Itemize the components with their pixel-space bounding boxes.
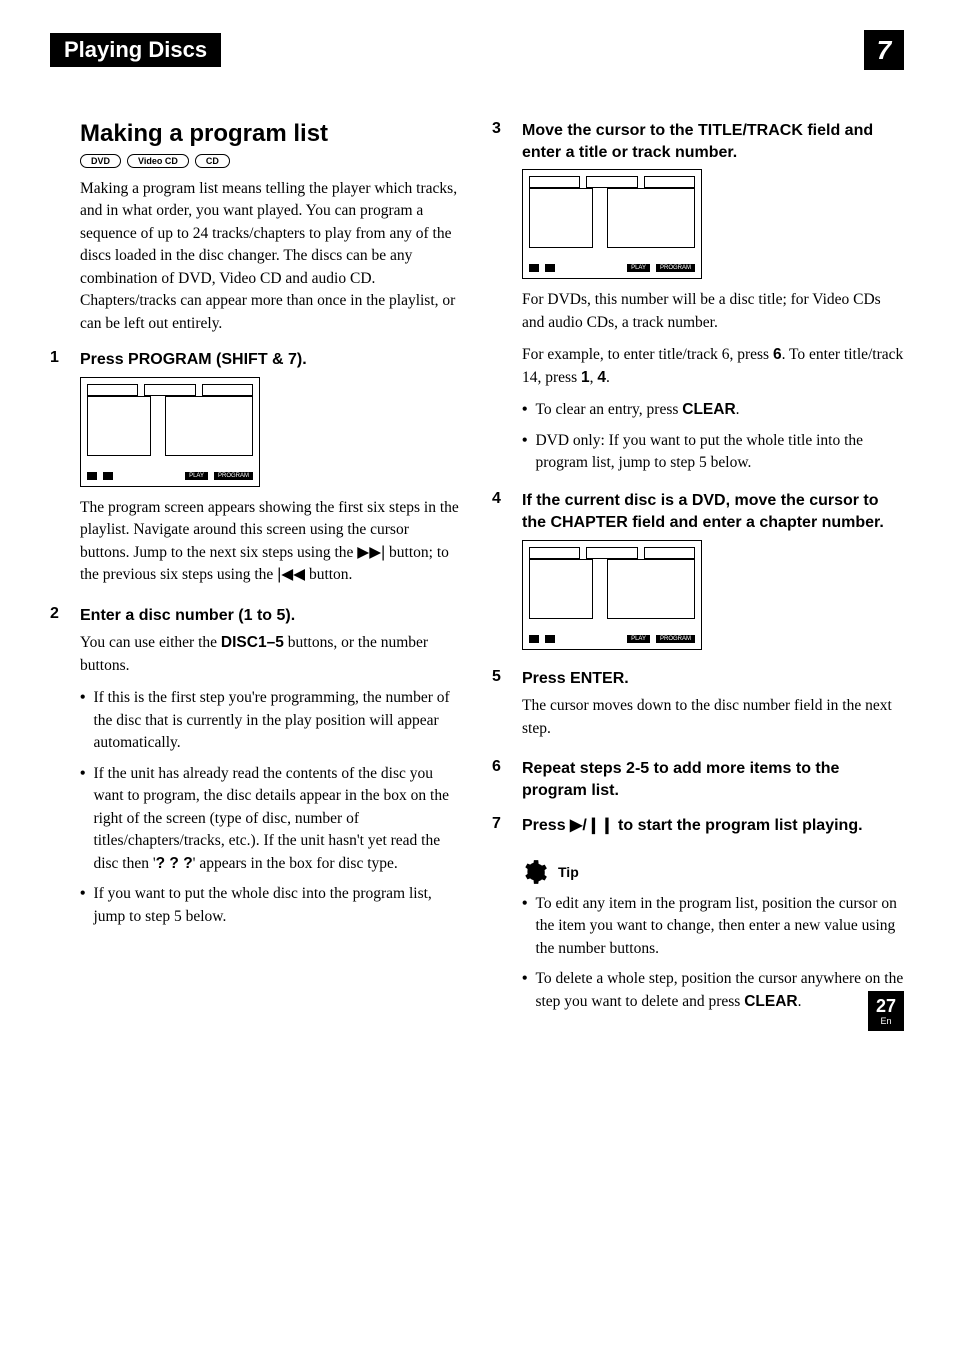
step-number: 4 — [492, 490, 508, 659]
step-number: 6 — [492, 758, 508, 807]
page-lang: En — [880, 1017, 891, 1026]
chapter-number-badge: 7 — [864, 30, 904, 70]
step-3-text-1: For DVDs, this number will be a disc tit… — [522, 289, 904, 334]
step-heading: Move the cursor to the TITLE/TRACK field… — [522, 120, 904, 163]
page-number-badge: 27 En — [868, 991, 904, 1031]
program-screen-diagram: PLAY PROGRAM — [522, 540, 702, 650]
chapter-header: Playing Discs 7 — [50, 30, 904, 70]
step-heading: Repeat steps 2-5 to add more items to th… — [522, 758, 904, 801]
skip-back-icon: |◀◀ — [277, 566, 305, 583]
step-number: 5 — [492, 668, 508, 751]
section-title: Making a program list — [80, 120, 462, 148]
diagram-program-label: PROGRAM — [656, 635, 695, 643]
step-6: 6 Repeat steps 2-5 to add more items to … — [492, 758, 904, 807]
step-heading: Press ENTER. — [522, 668, 904, 690]
tip-bullet: To delete a whole step, position the cur… — [522, 968, 904, 1013]
intro-paragraph: Making a program list means telling the … — [80, 178, 462, 335]
badge-dvd: DVD — [80, 154, 121, 168]
page-number: 27 — [876, 997, 896, 1015]
right-column: 3 Move the cursor to the TITLE/TRACK fie… — [492, 120, 904, 1021]
tip-bullet: To edit any item in the program list, po… — [522, 893, 904, 960]
step-7: 7 Press ▶/❙❙ to start the program list p… — [492, 815, 904, 843]
program-screen-diagram: PLAY PROGRAM — [80, 377, 260, 487]
step-number: 7 — [492, 815, 508, 843]
step-heading: If the current disc is a DVD, move the c… — [522, 490, 904, 533]
diagram-program-label: PROGRAM — [214, 472, 253, 480]
step-3: 3 Move the cursor to the TITLE/TRACK fie… — [492, 120, 904, 482]
step-number: 3 — [492, 120, 508, 482]
skip-forward-icon: ▶▶| — [357, 544, 385, 561]
step-4: 4 If the current disc is a DVD, move the… — [492, 490, 904, 659]
step-heading: Press PROGRAM (SHIFT & 7). — [80, 349, 462, 371]
step-1-text: The program screen appears showing the f… — [80, 497, 462, 587]
tip-gear-icon — [522, 859, 548, 885]
step-2: 2 Enter a disc number (1 to 5). You can … — [50, 605, 462, 936]
bullet: If you want to put the whole disc into t… — [80, 883, 462, 928]
badge-video-cd: Video CD — [127, 154, 189, 168]
step-2-text: You can use either the DISC1–5 buttons, … — [80, 632, 462, 677]
tip-label: Tip — [558, 864, 579, 880]
bullet: To clear an entry, press CLEAR. — [522, 399, 904, 421]
step-number: 1 — [50, 349, 66, 596]
step-5-text: The cursor moves down to the disc number… — [522, 695, 904, 740]
badge-cd: CD — [195, 154, 230, 168]
left-column: Making a program list DVD Video CD CD Ma… — [50, 120, 462, 1021]
bullet: DVD only: If you want to put the whole t… — [522, 430, 904, 475]
program-screen-diagram: PLAY PROGRAM — [522, 169, 702, 279]
step-3-text-2: For example, to enter title/track 6, pre… — [522, 344, 904, 389]
step-heading: Enter a disc number (1 to 5). — [80, 605, 462, 627]
step-number: 2 — [50, 605, 66, 936]
play-pause-icon: ▶/❙❙ — [570, 817, 614, 834]
bullet: If the unit has already read the content… — [80, 763, 462, 875]
chapter-title: Playing Discs — [50, 33, 221, 67]
diagram-play-label: PLAY — [185, 472, 208, 480]
diagram-play-label: PLAY — [627, 635, 650, 643]
step-1: 1 Press PROGRAM (SHIFT & 7). PLAY PROGRA… — [50, 349, 462, 596]
bullet: If this is the first step you're program… — [80, 687, 462, 754]
diagram-program-label: PROGRAM — [656, 264, 695, 272]
tip-header: Tip — [522, 859, 904, 885]
step-heading: Press ▶/❙❙ to start the program list pla… — [522, 815, 904, 837]
step-5: 5 Press ENTER. The cursor moves down to … — [492, 668, 904, 751]
disc-type-badges: DVD Video CD CD — [80, 154, 462, 168]
diagram-play-label: PLAY — [627, 264, 650, 272]
